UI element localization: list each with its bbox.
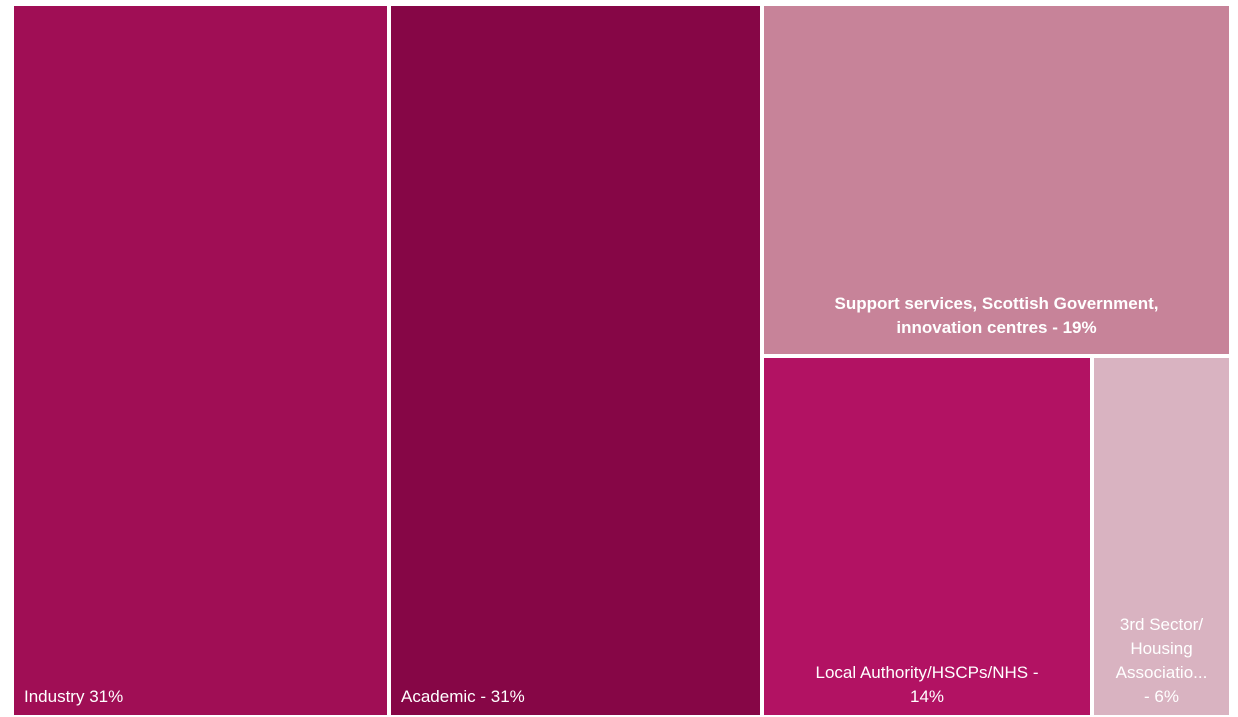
label-line: Associatio... <box>1115 663 1208 682</box>
label-line: 3rd Sector/ <box>1119 615 1204 634</box>
tile-local-authority: Local Authority/HSCPs/NHS - 14% <box>764 358 1090 715</box>
tile-industry: Industry 31% <box>14 6 387 715</box>
label-line: - 6% <box>1144 687 1179 706</box>
tile-label-industry: Industry 31% <box>24 685 123 709</box>
label-line: Industry 31% <box>24 687 124 706</box>
label-line: Academic - 31% <box>401 687 525 706</box>
tile-support-services: Support services, Scottish Government, i… <box>764 6 1229 354</box>
label-line: Support services, Scottish Government, <box>834 294 1159 313</box>
label-line: innovation centres - 19% <box>896 318 1097 337</box>
tile-label-support-services: Support services, Scottish Government, i… <box>774 292 1219 340</box>
tile-label-local-authority: Local Authority/HSCPs/NHS - 14% <box>772 661 1082 709</box>
tile-academic: Academic - 31% <box>391 6 760 715</box>
label-line: 14% <box>909 687 945 706</box>
label-line: Local Authority/HSCPs/NHS - <box>815 663 1039 682</box>
label-line: Housing <box>1130 639 1193 658</box>
tile-third-sector: 3rd Sector/ Housing Associatio... - 6% <box>1094 358 1229 715</box>
tile-label-academic: Academic - 31% <box>401 685 525 709</box>
tile-label-third-sector: 3rd Sector/ Housing Associatio... - 6% <box>1098 613 1225 709</box>
